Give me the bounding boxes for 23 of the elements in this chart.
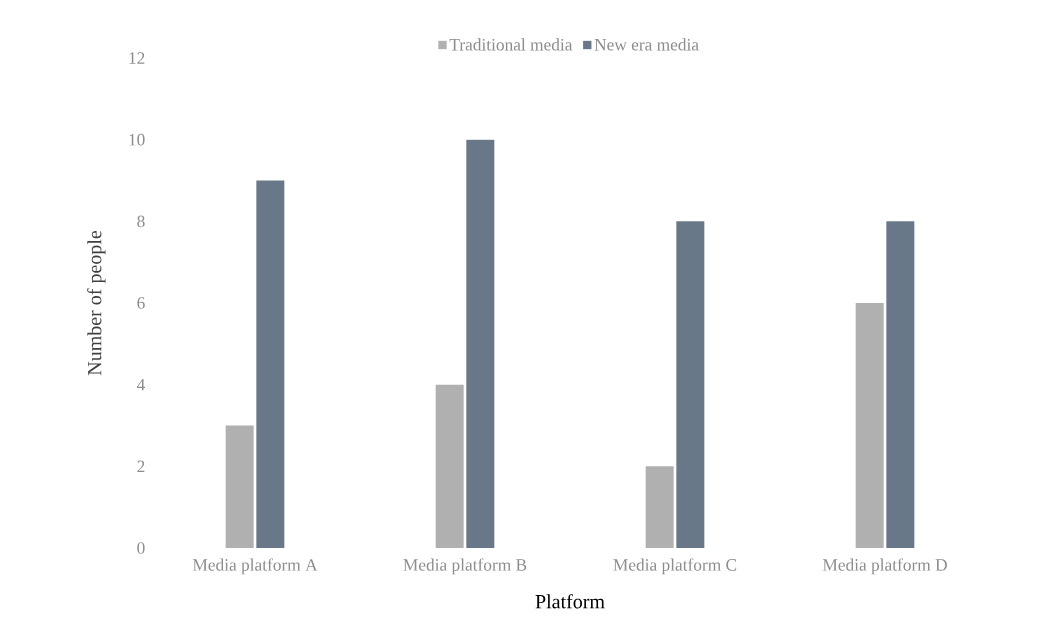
legend-label: Traditional media: [449, 38, 573, 51]
y-tick-label: 12: [129, 52, 145, 64]
x-tick-label: Media platform B: [403, 558, 527, 575]
x-tick-label: Media platform A: [192, 558, 318, 575]
bar: [886, 221, 915, 548]
bar: [676, 221, 705, 548]
bar: [855, 303, 884, 548]
y-tick-label: 10: [129, 133, 145, 146]
legend-label: New era media: [594, 38, 699, 51]
bar: [435, 384, 464, 548]
bar: [225, 425, 254, 548]
y-tick-label: 2: [137, 460, 145, 473]
x-tick-label: Media platform C: [613, 558, 737, 575]
y-tick-label: 4: [136, 378, 146, 391]
y-tick-label: 8: [137, 215, 145, 228]
y-tick-label: 6: [137, 297, 145, 309]
x-axis-title: Platform: [535, 594, 605, 609]
bar: [466, 139, 495, 548]
x-tick-label: Media platform D: [822, 558, 947, 575]
y-axis-title: Number of people: [87, 230, 106, 376]
bar: [256, 180, 285, 548]
y-tick-label: 0: [137, 542, 145, 554]
bar: [645, 466, 674, 548]
